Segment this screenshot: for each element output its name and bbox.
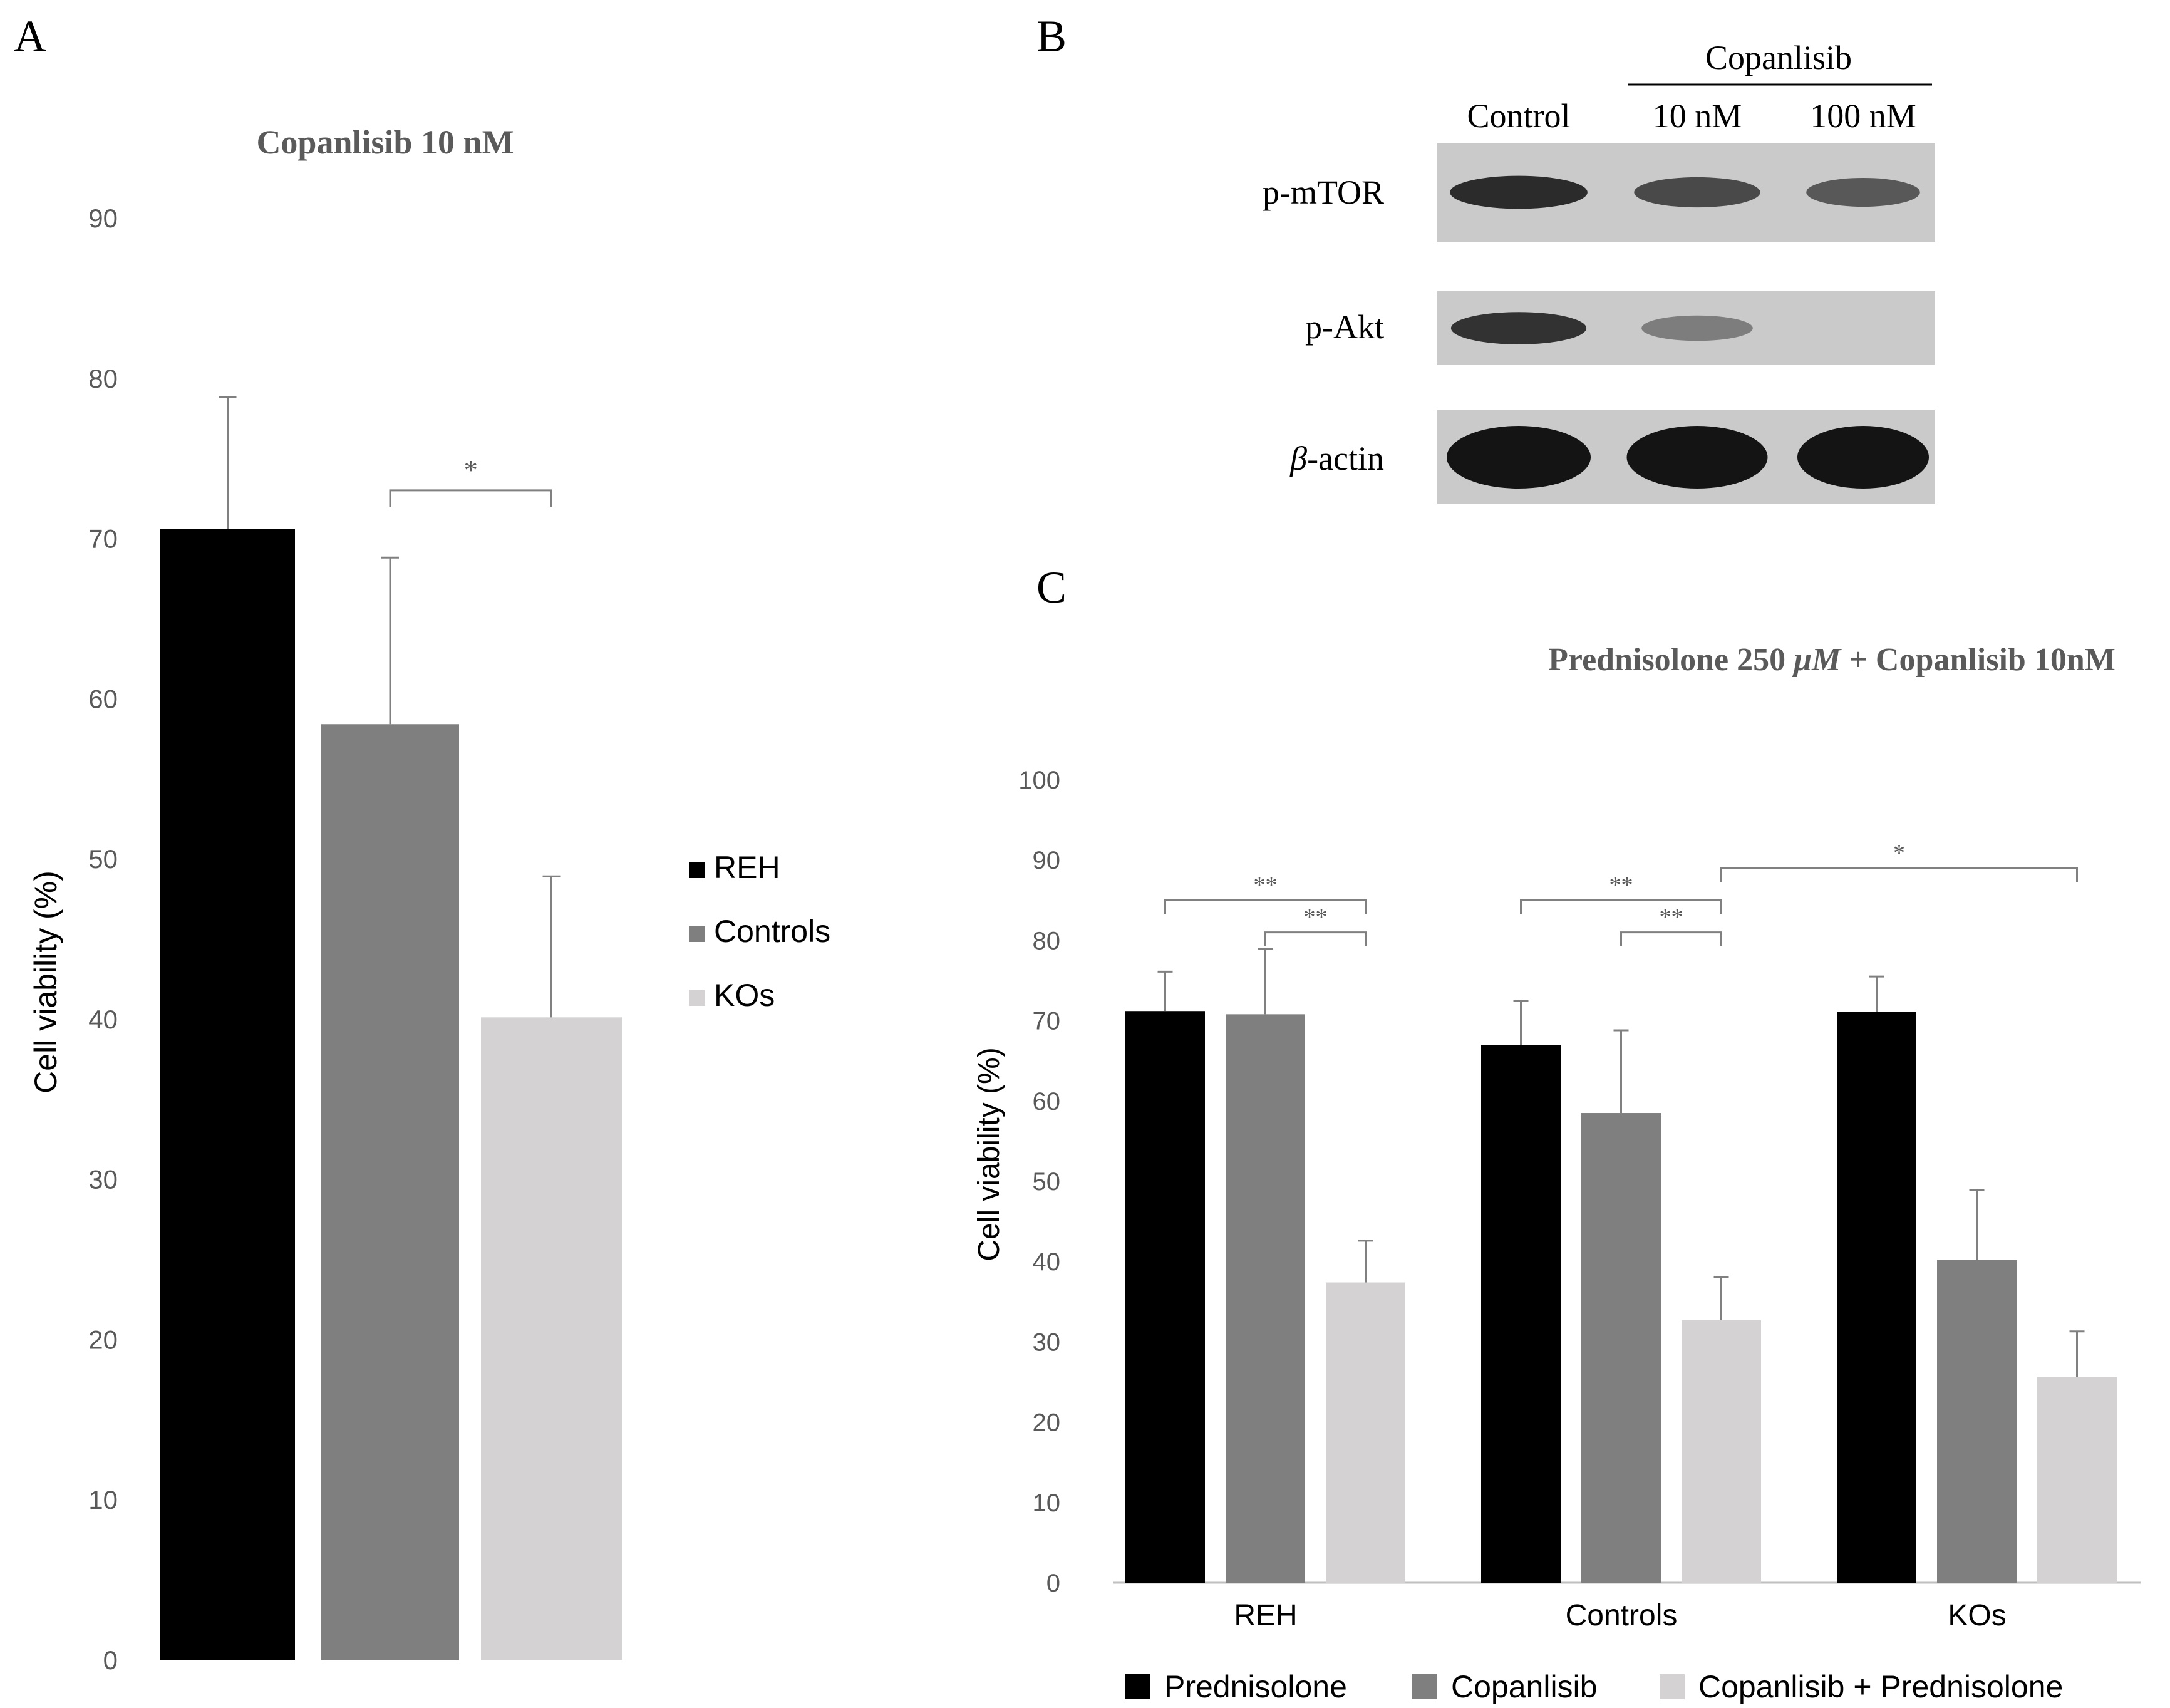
panel-c-bar: [1682, 1320, 1761, 1583]
blot-row-label: p-Akt: [1305, 308, 1384, 346]
blot-band: [1450, 175, 1588, 209]
blot-row-label-part: β: [1289, 440, 1307, 477]
blot-band: [1797, 426, 1929, 489]
panel-c-title-part-3: + Copanlisib 10nM: [1841, 642, 2116, 678]
blot-row-label: p-mTOR: [1263, 173, 1384, 211]
panel-c-title-part-1: Prednisolone 250: [1548, 642, 1794, 678]
panel-c-y-tick-label: 10: [1033, 1489, 1061, 1517]
blot-row-label-part: p-Akt: [1305, 308, 1384, 346]
panel-a-chart: Copanlisib 10 nM Cell viability (%) 0 10 2…: [28, 123, 830, 1675]
blot-lane-label: 100 nM: [1810, 97, 1916, 135]
panel-a-legend-label: Controls: [714, 914, 830, 949]
panel-a-legend-swatch: [689, 926, 705, 942]
panel-a-title: Copanlisib 10 nM: [256, 123, 514, 161]
blot-band: [1447, 426, 1591, 489]
panel-a-y-tick-label: 0: [103, 1645, 118, 1675]
panel-c-y-tick-label: 80: [1033, 927, 1061, 955]
blot-band: [1806, 177, 1920, 207]
panel-c-legend-label: Copanlisib: [1451, 1669, 1597, 1704]
panel-a-y-tick-label: 20: [88, 1325, 118, 1354]
panel-c-x-tick-label: REH: [1234, 1599, 1297, 1632]
panel-c-significance-label: **: [1304, 904, 1328, 931]
blot-band: [1626, 426, 1768, 489]
panel-c-y-tick-label: 70: [1033, 1008, 1061, 1035]
panel-c-y-tick-label: 30: [1033, 1328, 1061, 1356]
panel-c-y-tick-label: 0: [1046, 1570, 1060, 1597]
panel-c-legend-swatch: [1412, 1674, 1437, 1699]
panel-c-bar: [1837, 1012, 1916, 1583]
panel-c-bar: [1226, 1014, 1305, 1583]
panel-c-bar: [1481, 1045, 1561, 1583]
panel-a-bar: [160, 529, 295, 1660]
panel-c-significance-bracket: [1720, 867, 2078, 882]
panel-a-y-tick-label: 70: [88, 524, 118, 554]
panel-a-y-tick-label: 90: [88, 204, 118, 233]
blot-band: [1634, 177, 1760, 208]
panel-c-significance-bracket: [1620, 931, 1722, 946]
panel-c-legend-swatch: [1125, 1674, 1150, 1699]
panel-a-bar: [481, 1017, 622, 1660]
panel-c-significance-bracket: [1520, 899, 1722, 914]
panel-a-legend-label: KOs: [714, 978, 775, 1013]
panel-a-y-tick-label: 50: [88, 844, 118, 874]
panel-c-bar: [1937, 1260, 2017, 1583]
panel-c-significance-label: **: [1660, 904, 1683, 931]
blot-lane-label: 10 nM: [1653, 97, 1742, 135]
blot-group-label: Copanlisib: [1705, 39, 1852, 76]
panel-c-title-unit: μM: [1792, 642, 1842, 678]
panel-b-letter: B: [1036, 11, 1067, 61]
panel-a-legend-swatch: [689, 862, 705, 878]
panel-c-significance-label: *: [1893, 840, 1905, 866]
panel-c-bar: [2037, 1377, 2117, 1583]
panel-a-y-tick-label: 80: [88, 364, 118, 393]
blot-lane-label: Control: [1467, 97, 1570, 135]
panel-c-significance-label: **: [1254, 872, 1278, 898]
panel-a-y-axis-label: Cell viability (%): [28, 871, 63, 1094]
blot-band: [1450, 312, 1587, 344]
blot-band: [1641, 315, 1753, 341]
panel-a-y-tick-label: 10: [88, 1485, 118, 1514]
panel-c-y-axis-label: Cell viability (%): [973, 1047, 1006, 1261]
panel-c-significance-bracket: [1264, 931, 1367, 946]
panel-c-y-tick-label: 60: [1033, 1088, 1061, 1115]
panel-c-y-tick-label: 20: [1033, 1409, 1061, 1437]
panel-a-y-tick-label: 30: [88, 1165, 118, 1194]
panel-c-significance-label: **: [1609, 872, 1633, 898]
panel-c-bar: [1125, 1011, 1205, 1583]
panel-a-bar: [321, 724, 459, 1660]
panel-c-chart: Prednisolone 250 μM + Copanlisib 10nM Ce…: [973, 642, 2141, 1704]
panel-a-significance-label: *: [464, 455, 478, 485]
panel-c-x-tick-label: Controls: [1566, 1599, 1678, 1632]
blot-row-label-part: -actin: [1307, 440, 1384, 477]
panel-c-y-tick-label: 90: [1033, 847, 1061, 874]
panel-c-bar: [1326, 1282, 1405, 1583]
panel-c-legend-label: Copanlisib + Prednisolone: [1698, 1669, 2063, 1704]
panel-a-legend-label: REH: [714, 850, 780, 885]
panel-c-y-tick-label: 40: [1033, 1248, 1061, 1276]
blot-row-label: β-actin: [1289, 440, 1384, 477]
panel-c-legend-swatch: [1660, 1674, 1685, 1699]
panel-c-x-tick-label: KOs: [1948, 1599, 2006, 1632]
blot-row-label-part: p-mTOR: [1263, 173, 1384, 211]
panel-a-legend-swatch: [689, 990, 705, 1006]
panel-a-significance-bracket: [389, 489, 552, 507]
panel-c-title: Prednisolone 250 μM + Copanlisib 10nM: [1548, 642, 2116, 678]
panel-c-y-tick-label: 100: [1018, 767, 1060, 794]
panel-c-y-tick-label: 50: [1033, 1168, 1061, 1196]
panel-c-significance-bracket: [1164, 899, 1367, 914]
panel-b-western-blot: Copanlisib Control 10 nM 100 nM p-mTOR p-Akt…: [1263, 39, 1935, 504]
panel-a-y-tick-label: 40: [88, 1005, 118, 1034]
panel-c-bar: [1581, 1113, 1661, 1583]
panel-c-letter: C: [1036, 562, 1067, 613]
panel-c-legend-label: Prednisolone: [1164, 1669, 1347, 1704]
panel-a-y-tick-label: 60: [88, 684, 118, 713]
panel-a-letter: A: [14, 11, 46, 61]
